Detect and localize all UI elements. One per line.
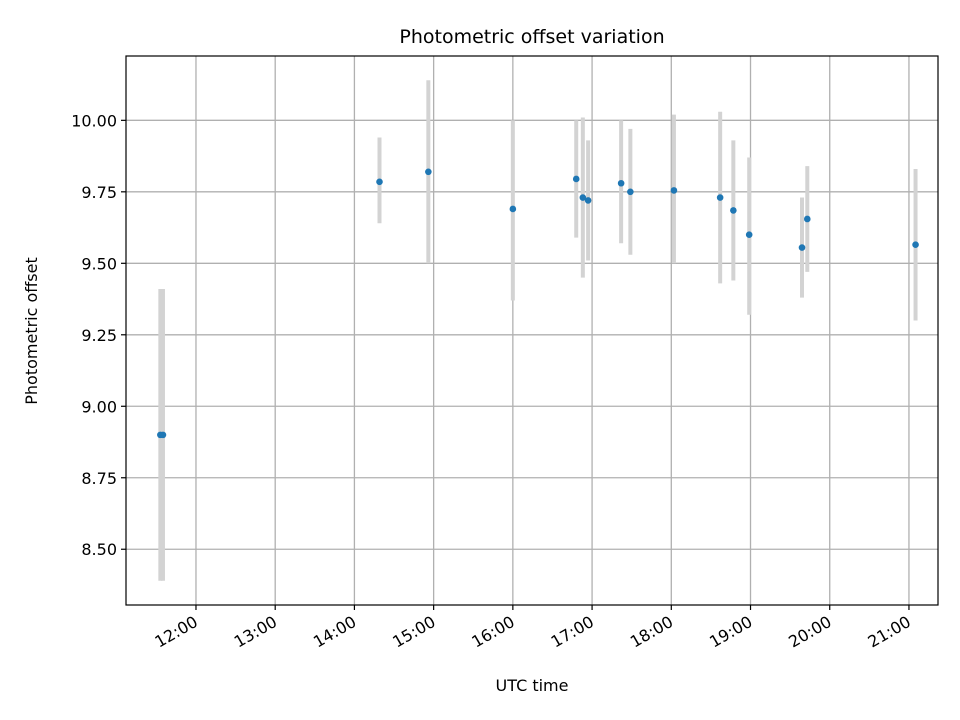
data-point: [803, 215, 811, 223]
y-tick-label: 9.00: [81, 397, 117, 416]
data-point: [579, 194, 587, 201]
y-axis-ticks: 8.50 8.75 9.00 9.25 9.50 9.75 10.00: [71, 111, 126, 559]
data-point: [798, 244, 806, 251]
data-point: [730, 207, 737, 214]
y-tick-label: 9.25: [81, 326, 117, 345]
x-axis-title: UTC time: [496, 676, 569, 695]
data-point: [572, 175, 580, 183]
data-point: [912, 241, 919, 249]
chart-title: Photometric offset variation: [399, 26, 664, 48]
y-tick-label: 10.00: [71, 111, 117, 130]
data-point: [670, 187, 678, 194]
data-point: [376, 178, 383, 186]
y-tick-label: 8.50: [81, 540, 117, 559]
plot-frame: [125, 55, 939, 606]
y-axis-title: Photometric offset: [22, 257, 41, 405]
data-point: [159, 431, 167, 439]
data-point: [509, 205, 517, 213]
grid: [126, 56, 938, 605]
data-point: [716, 194, 724, 201]
y-tick-label: 8.75: [81, 469, 117, 488]
plot-area: [126, 56, 938, 605]
data-point: [745, 231, 753, 239]
data-point: [425, 168, 432, 176]
data-point: [584, 197, 592, 204]
y-tick-label: 9.75: [81, 183, 117, 202]
y-tick-label: 9.50: [81, 254, 117, 273]
data-point: [617, 179, 625, 187]
data-point: [627, 188, 634, 196]
data-points: [157, 168, 919, 439]
